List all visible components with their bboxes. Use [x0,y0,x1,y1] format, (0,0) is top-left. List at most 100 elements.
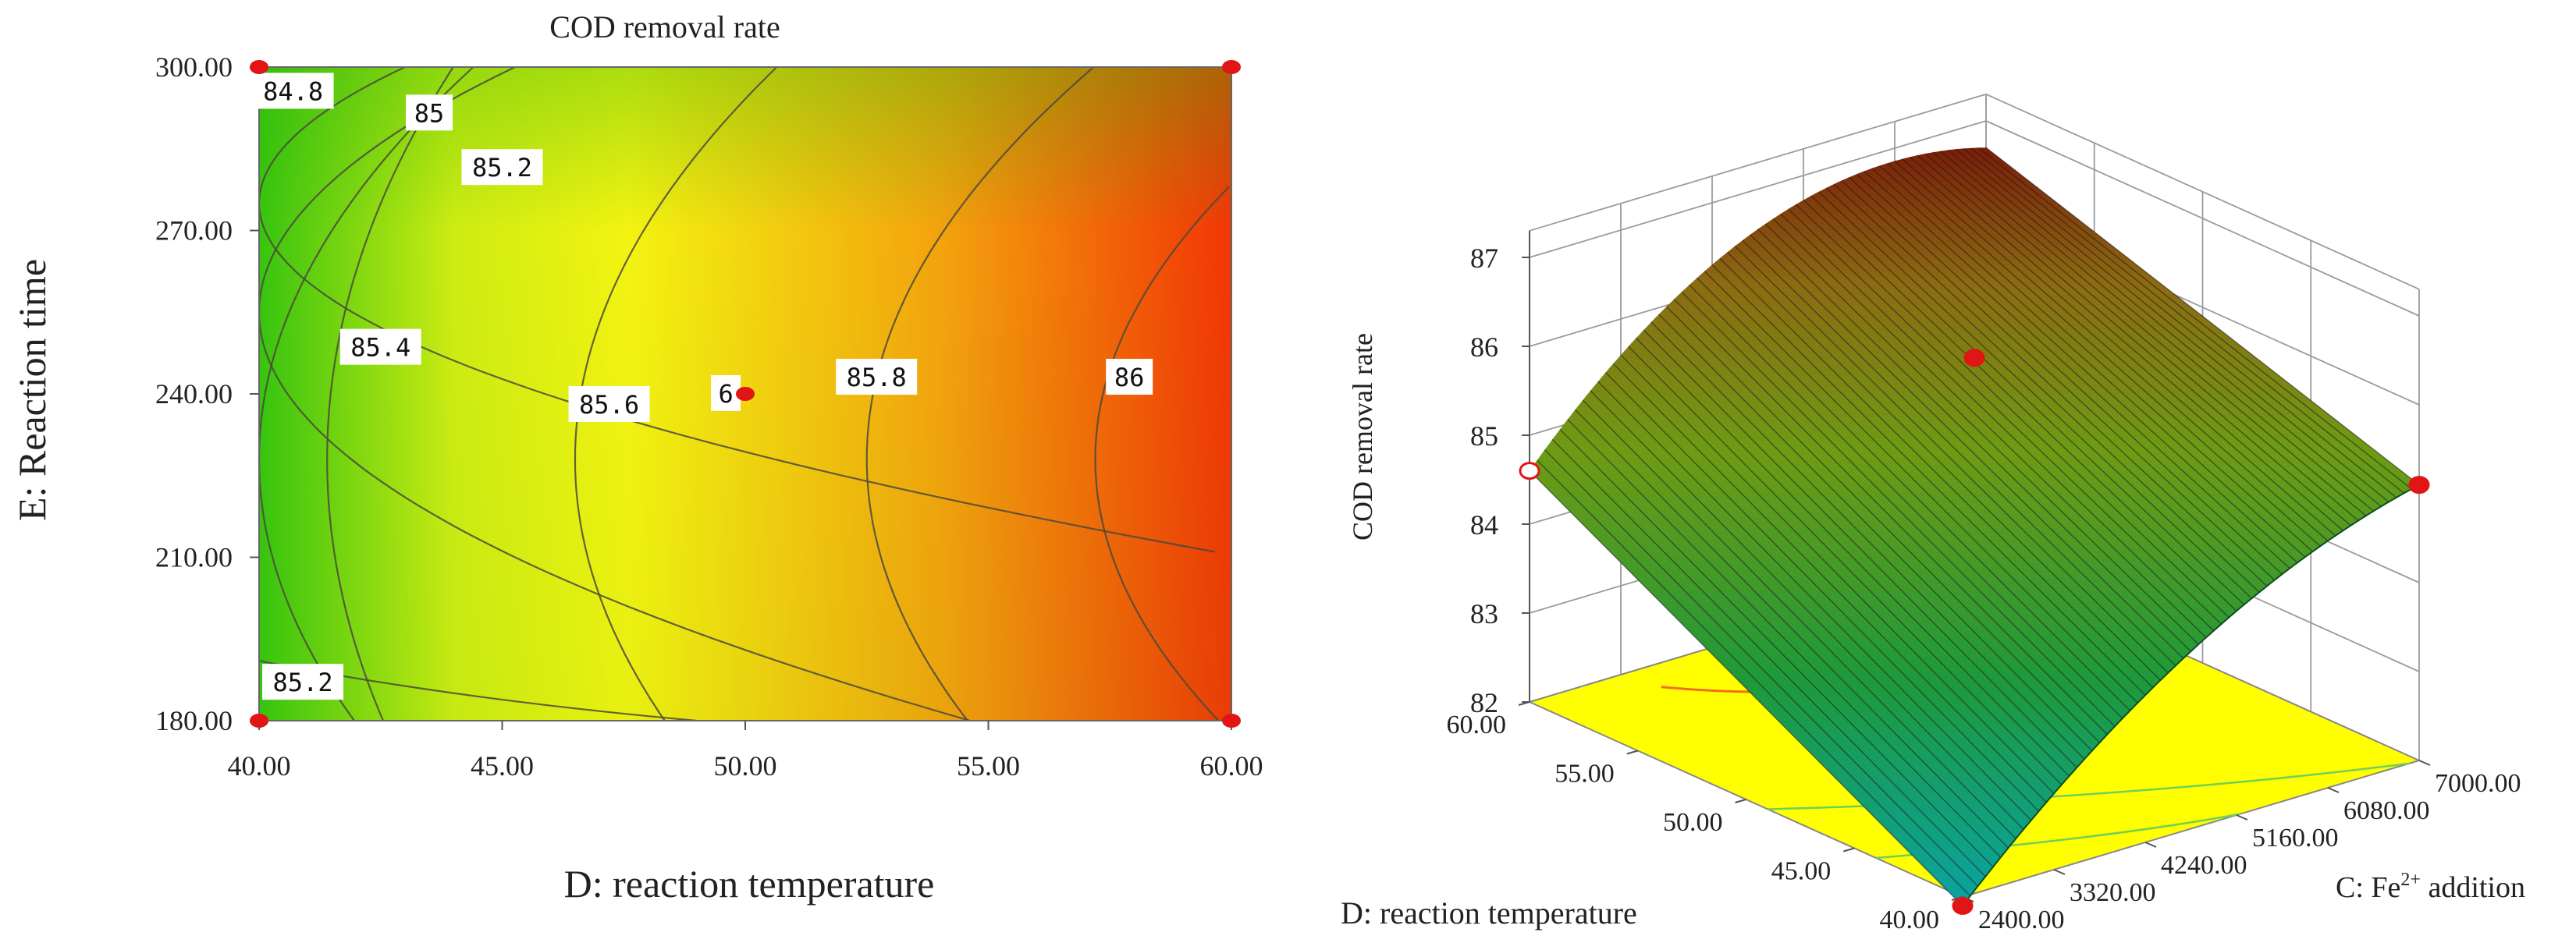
surface-design-point [1519,462,1540,480]
y-tick-mark [2418,760,2431,766]
mesh-line [1940,151,2374,512]
mesh-line [1932,151,2367,516]
contour-label: 85.2 [472,153,532,183]
surface-design-point [2408,476,2430,494]
y-tick-label: 7000.00 [2435,769,2521,798]
grid-line [1529,93,2420,290]
mesh-line [1697,277,2130,711]
mesh-line [1803,199,2237,611]
y-axis-label: E: Reaction time [10,259,54,521]
surface-design-points [1519,349,2430,915]
mesh-line [1597,381,2032,821]
design-points [250,60,1241,728]
mesh-line [1924,153,2359,522]
contour-line [258,66,474,721]
y-tick-label: 300.00 [155,51,233,83]
mesh-line [1643,329,2077,768]
x-tick-label: 40.00 [228,750,291,782]
mesh-line [1711,264,2146,696]
y-tick-mark [2053,869,2066,875]
surface-design-point [1952,896,1974,915]
x-tick-label: 60.00 [1447,711,1507,739]
mesh-line [1977,147,2412,490]
contour-line [1094,186,1230,721]
mesh-line [1970,147,2404,494]
mesh-line [1681,291,2116,727]
mesh-line [1529,470,1963,906]
mesh-line [1628,346,2063,785]
contour-label: 85.2 [273,668,333,697]
mesh-line [1985,147,2420,486]
contour-label-box [568,385,650,422]
x-tick-label: 60.00 [1200,750,1263,782]
z-axis-label: COD removal rate [1347,333,1378,541]
mesh-line [1750,234,2184,659]
contour-label-box [461,149,543,186]
mesh-line [1841,180,2276,581]
design-point [250,60,268,74]
z-tick-label: 87 [1470,243,1498,274]
mesh-line [1780,213,2215,632]
z-tick-label: 84 [1470,509,1498,541]
mesh-line [1910,156,2343,531]
surface-y-axis-label: C: Fe2+ addition [2336,870,2525,904]
mesh-line [1879,165,2313,552]
mesh-line [1917,154,2351,526]
mesh-line [1582,399,2016,839]
mesh-line [1551,438,1986,877]
contour-axes: 40.00 45.00 50.00 55.00 60.00 180.00 210.00 240… [155,51,1263,782]
mesh-line [1902,158,2336,537]
contour-label: 85 [414,98,445,128]
grid-line [1985,120,2420,317]
response-surface [1529,147,2420,907]
contour-label-box [252,73,334,109]
design-point [736,387,755,401]
y-label-superscript: 2+ [2400,870,2421,890]
surface-plot: 82 83 84 85 86 87 40.00 45.00 50.00 55.00 60.00 240… [1341,93,2525,934]
mesh-line [1727,251,2161,681]
y-tick-label: 3320.00 [2070,878,2156,907]
mesh-line [1636,337,2070,777]
x-tick-mark [1518,701,1530,706]
x-tick-label: 45.00 [471,750,534,782]
mesh-line [1856,173,2290,569]
mesh-line [1590,390,2024,830]
mesh-line [1575,409,2009,849]
x-tick-label: 50.00 [1663,808,1723,837]
surface-x-axis-label: D: reaction temperature [1341,895,1637,931]
y-tick-label: 4240.00 [2161,851,2247,880]
mesh-line [1666,306,2100,743]
mesh-line [1955,148,2389,503]
contour-labels: 84.8 85 85.2 85.4 85.6 6 85.8 86 85.2 [252,73,1153,700]
y-tick-mark [2144,842,2157,848]
mesh-line [1559,428,1994,867]
mesh-line [1567,419,2002,858]
design-point [1222,60,1241,74]
y-label-tail: addition [2421,871,2525,904]
mesh-line [1605,372,2039,812]
x-tick-label: 50.00 [714,750,777,782]
y-tick-label: 210.00 [155,542,233,573]
mesh-line [1818,191,2252,599]
x-tick-label: 55.00 [1554,760,1615,789]
mesh-line [1704,271,2138,704]
mesh-line [1810,195,2245,605]
contour-label: 86 [1114,363,1145,392]
x-tick-mark [1735,799,1746,803]
grid-line [1529,120,1987,258]
contour-label: 85.8 [847,363,907,392]
mesh-line [1772,218,2207,638]
mesh-line [1673,299,2108,736]
z-tick-label: 82 [1470,687,1498,718]
design-point [1222,714,1241,728]
y-tick-label: 240.00 [155,378,233,409]
mesh-line [1864,170,2298,563]
mesh-line [1658,314,2093,752]
contour-label-box [836,359,918,395]
contour-label: 85.4 [350,333,410,363]
contour-label-box [262,664,344,700]
x-tick-label: 45.00 [1771,857,1832,886]
mesh-line [1947,149,2382,507]
mesh-line [1689,284,2123,719]
